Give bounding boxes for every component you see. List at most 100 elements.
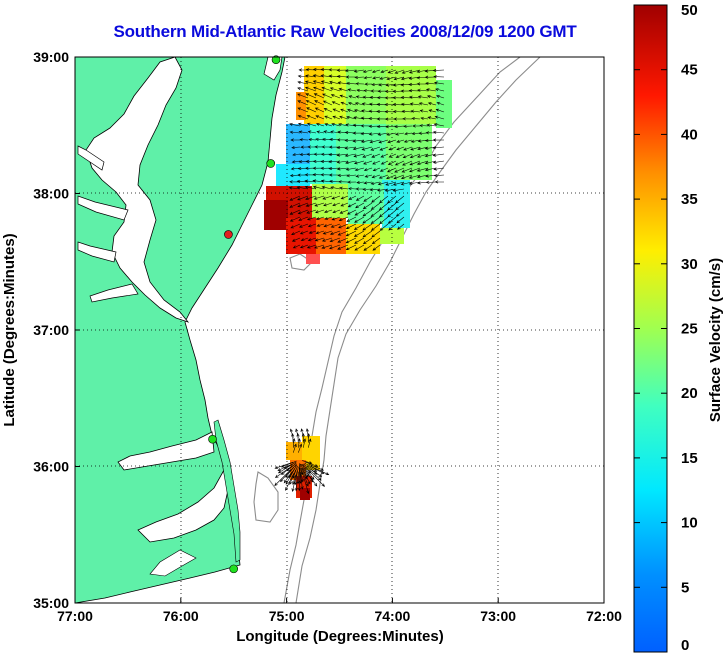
colorbar-tick-label: 45 bbox=[681, 62, 698, 79]
velocity-arrow bbox=[408, 69, 421, 74]
velocity-arrow bbox=[410, 139, 421, 143]
velocity-arrow bbox=[384, 188, 397, 192]
vel-cell bbox=[436, 80, 452, 128]
velocity-arrow bbox=[417, 95, 429, 99]
velocity-arrow bbox=[354, 244, 365, 251]
velocity-arrow bbox=[378, 202, 389, 211]
velocity-arrow bbox=[426, 95, 437, 99]
velocity-arrow bbox=[296, 186, 309, 190]
velocity-arrow bbox=[352, 139, 365, 143]
velocity-arrow bbox=[322, 93, 333, 99]
velocity-arrow bbox=[313, 195, 325, 200]
velocity-arrow bbox=[432, 153, 445, 157]
velocity-arrow bbox=[353, 160, 365, 165]
velocity-arrow bbox=[312, 179, 325, 183]
velocity-arrow bbox=[345, 167, 357, 171]
vel-cell bbox=[386, 124, 432, 180]
map-grid bbox=[75, 57, 604, 603]
velocity-arrow bbox=[425, 81, 437, 85]
vel-cell bbox=[276, 164, 310, 186]
x-axis-ticks: 77:00 76:00 75:00 74:00 73:00 72:00 bbox=[57, 598, 622, 624]
velocity-arrow bbox=[394, 69, 405, 74]
velocity-arrow bbox=[313, 86, 325, 92]
velocity-arrow bbox=[337, 81, 349, 85]
velocity-arrow bbox=[434, 81, 445, 85]
velocity-arrow bbox=[380, 160, 389, 165]
velocity-arrow bbox=[347, 180, 357, 184]
velocity-arrow bbox=[354, 209, 365, 216]
velocity-arrow bbox=[378, 139, 389, 144]
velocity-arrow bbox=[401, 109, 413, 114]
velocity-arrow bbox=[324, 216, 333, 220]
velocity-arrow bbox=[379, 167, 389, 172]
velocity-arrow bbox=[409, 95, 421, 99]
velocity-arrow bbox=[323, 202, 333, 207]
velocity-arrow bbox=[355, 187, 365, 191]
velocity-arrow bbox=[354, 167, 365, 172]
velocity-arrow bbox=[360, 139, 373, 143]
velocity-arrow bbox=[323, 108, 333, 113]
velocity-arrow bbox=[339, 186, 349, 190]
velocity-arrow bbox=[345, 75, 356, 79]
velocity-arrow bbox=[340, 202, 349, 207]
velocity-arrow bbox=[436, 101, 445, 106]
vel-cell bbox=[386, 66, 436, 124]
velocity-arrow bbox=[408, 181, 421, 185]
velocity-arrow bbox=[426, 123, 437, 127]
velocity-arrow bbox=[312, 185, 325, 190]
velocity-arrow bbox=[338, 87, 349, 92]
velocity-arrow bbox=[289, 202, 301, 208]
velocity-arrow bbox=[416, 174, 429, 179]
velocity-arrow bbox=[293, 443, 297, 453]
velocity-arrow bbox=[307, 223, 317, 228]
velocity-arrow bbox=[329, 87, 341, 92]
velocity-arrow bbox=[346, 174, 357, 178]
velocity-arrow bbox=[304, 462, 325, 474]
velocity-arrow bbox=[355, 195, 365, 201]
velocity-arrow bbox=[419, 124, 429, 128]
velocity-arrow bbox=[297, 202, 309, 208]
hf-radar-stations bbox=[208, 55, 281, 574]
velocity-arrow bbox=[432, 130, 445, 134]
colorbar-tick-label: 40 bbox=[681, 126, 698, 143]
velocity-arrow bbox=[387, 216, 397, 224]
velocity-arrow bbox=[395, 132, 405, 136]
velocity-arrow bbox=[322, 230, 333, 235]
colorbar-tick-label: 10 bbox=[681, 515, 698, 532]
velocity-arrow bbox=[363, 244, 373, 251]
velocity-arrow bbox=[338, 223, 349, 229]
velocity-arrow bbox=[312, 74, 325, 78]
velocity-arrow bbox=[417, 88, 429, 92]
velocity-arrow bbox=[411, 131, 421, 136]
velocity-arrow bbox=[403, 139, 413, 143]
velocity-arrow bbox=[332, 202, 341, 207]
velocity-arrow bbox=[379, 216, 389, 225]
velocity-arrow bbox=[308, 138, 317, 142]
velocity-arrow bbox=[433, 173, 445, 178]
velocity-arrow bbox=[355, 202, 365, 209]
velocity-arrow bbox=[307, 130, 317, 134]
velocity-arrow bbox=[396, 139, 405, 143]
velocity-arrow bbox=[332, 108, 341, 113]
velocity-arrow bbox=[346, 81, 357, 85]
velocity-arrow bbox=[392, 102, 405, 107]
radar-station-marker bbox=[229, 564, 238, 574]
x-tick-label: 75:00 bbox=[269, 608, 305, 624]
velocity-arrow bbox=[362, 230, 373, 238]
velocity-arrow bbox=[393, 117, 404, 121]
y-tick-label: 36:00 bbox=[33, 459, 69, 475]
velocity-arrow bbox=[274, 466, 291, 478]
velocity-arrow bbox=[362, 223, 373, 231]
velocity-arrow bbox=[306, 209, 317, 214]
velocity-arrow bbox=[338, 180, 349, 184]
velocity-arrow bbox=[306, 115, 317, 120]
velocity-arrow bbox=[314, 100, 325, 106]
velocity-arrow bbox=[305, 74, 317, 78]
outer-banks bbox=[213, 419, 241, 563]
velocity-arrow bbox=[314, 237, 325, 242]
velocity-arrow bbox=[307, 237, 317, 242]
velocity-arrow bbox=[329, 237, 341, 243]
velocity-arrow bbox=[362, 69, 373, 73]
velocity-arrow bbox=[363, 195, 373, 202]
velocity-arrow bbox=[315, 115, 325, 120]
